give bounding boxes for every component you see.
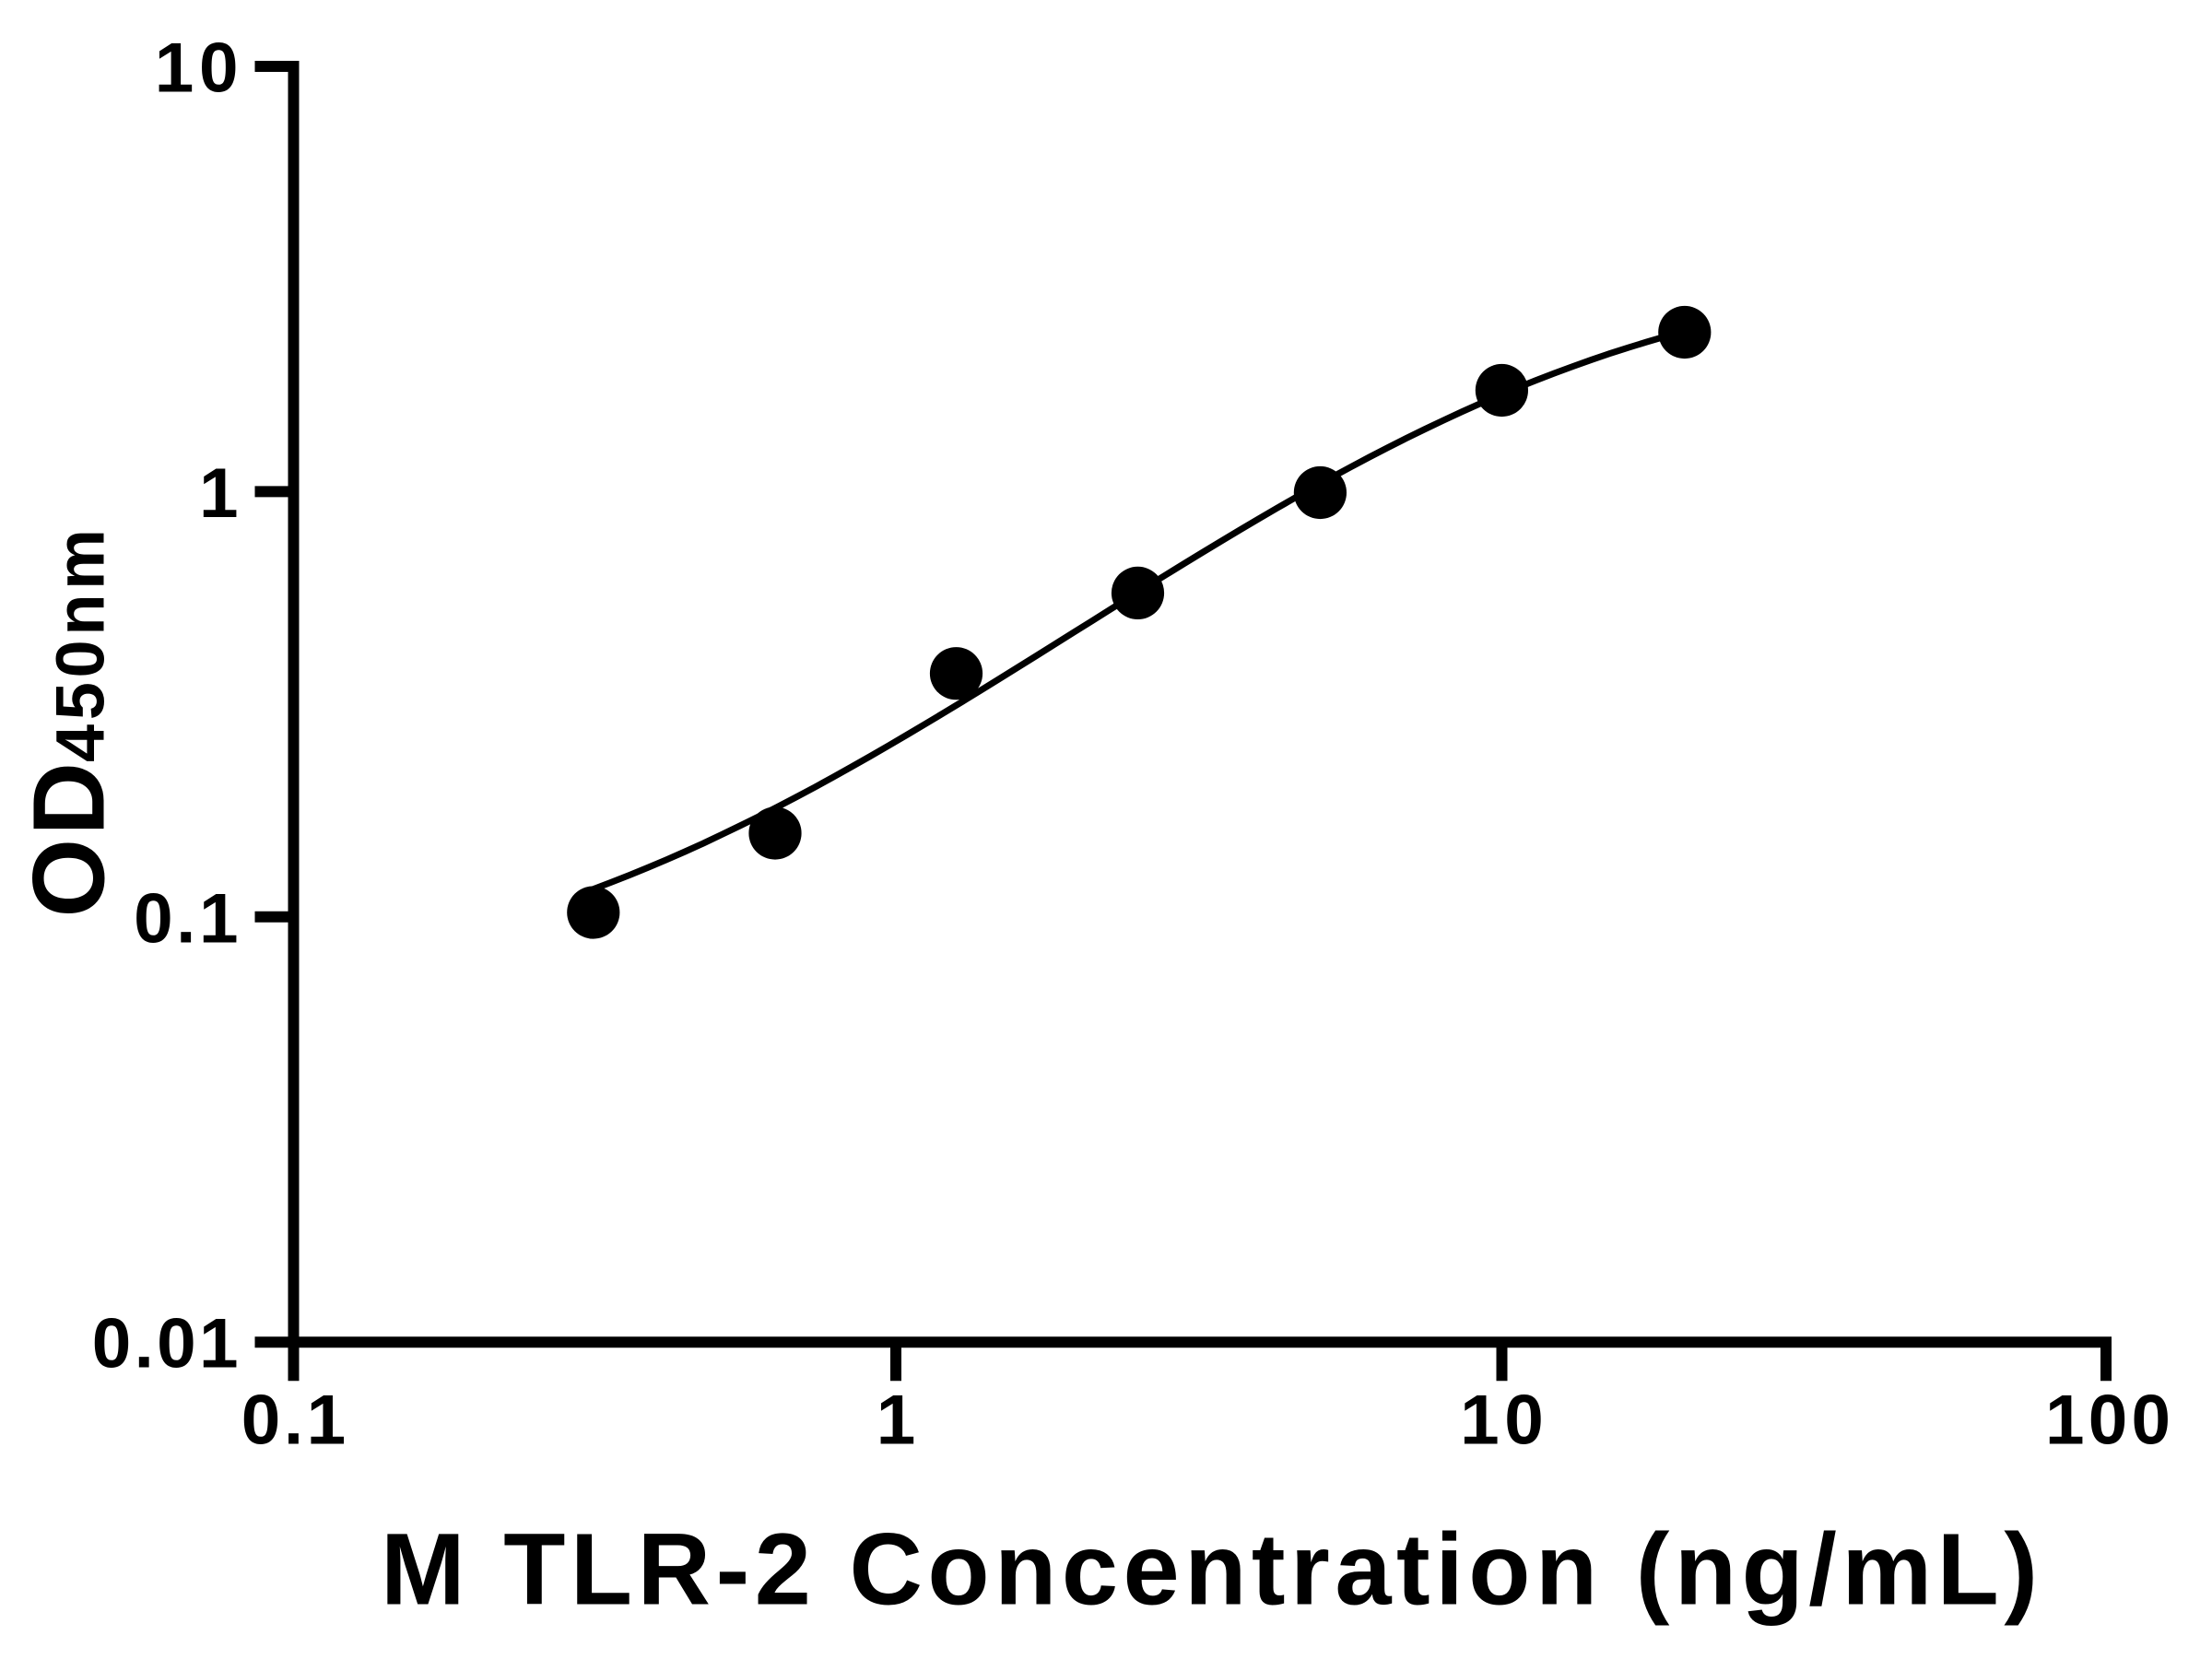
svg-text:1: 1 xyxy=(199,454,239,533)
svg-text:100: 100 xyxy=(2045,1382,2171,1460)
svg-text:1: 1 xyxy=(877,1382,916,1460)
svg-text:M TLR-2 Concentration (ng/mL): M TLR-2 Concentration (ng/mL) xyxy=(381,1513,2038,1627)
svg-text:450nm: 450nm xyxy=(42,529,119,762)
svg-text:0.01: 0.01 xyxy=(92,1305,239,1383)
svg-text:OD: OD xyxy=(13,762,126,918)
svg-text:0.1: 0.1 xyxy=(241,1382,346,1460)
svg-text:0.1: 0.1 xyxy=(134,879,238,958)
